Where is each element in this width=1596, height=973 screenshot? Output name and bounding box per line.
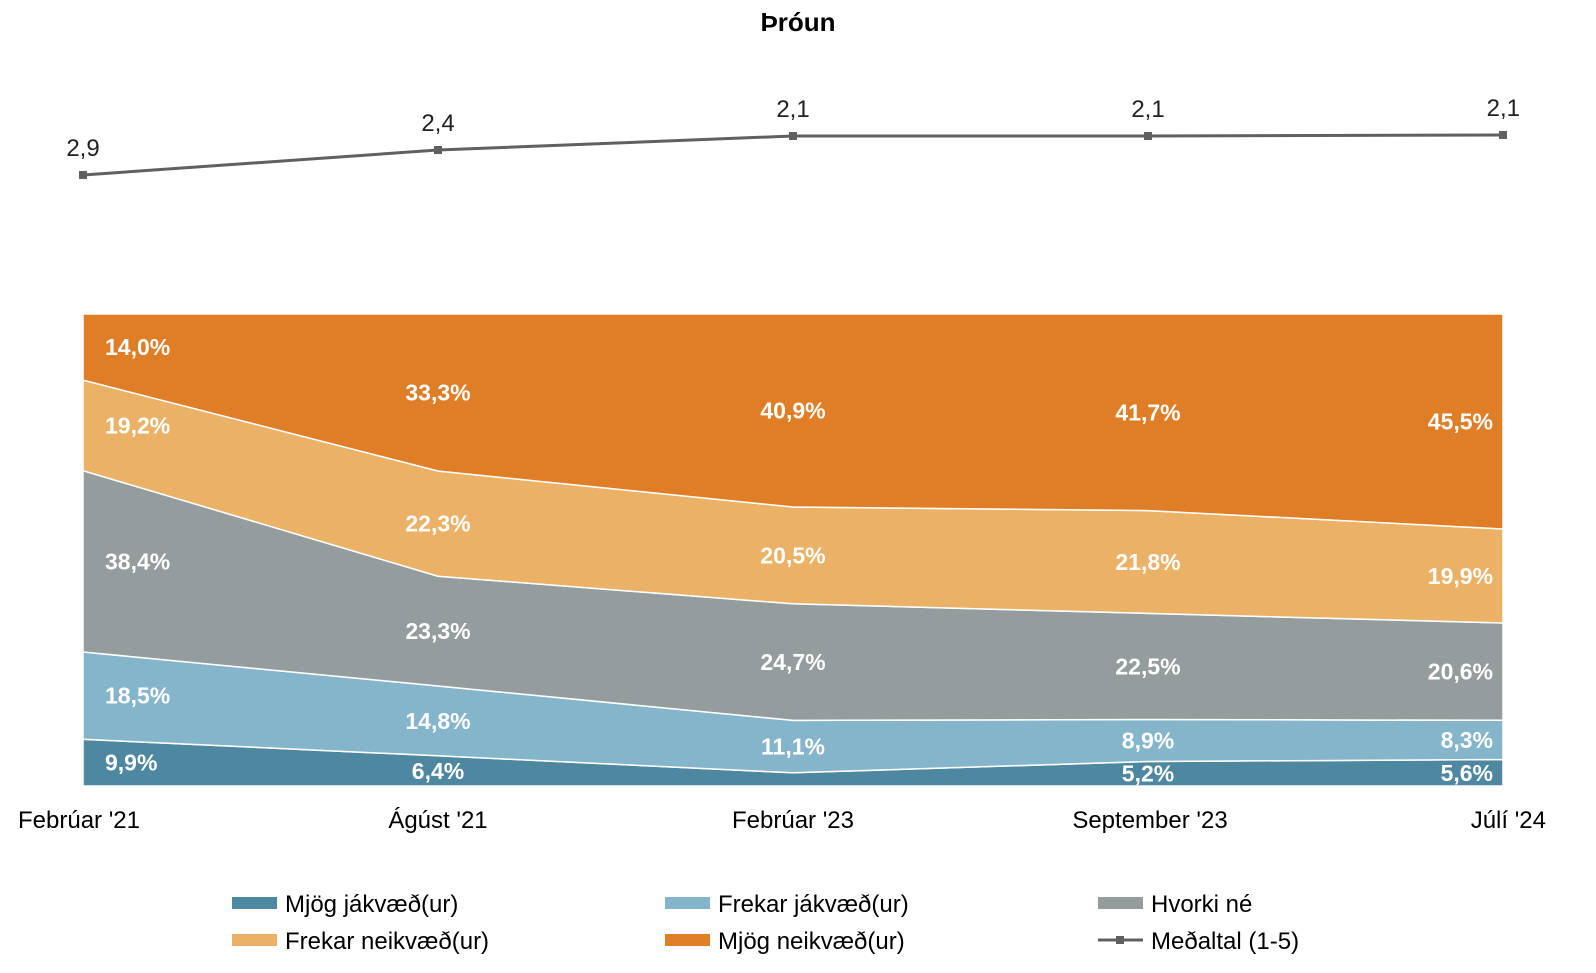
x-axis-ticks: Febrúar '21 Ágúst '21 Febrúar '23 September… — [18, 807, 1546, 834]
legend-label: Mjög neikvæð(ur) — [718, 928, 905, 955]
pct-label-mjog-jakv-ur-1: 6,4% — [412, 758, 464, 784]
average-line — [82, 133, 1504, 177]
stacked-areas — [82, 313, 1504, 787]
average-label-4: 2,1 — [1487, 95, 1520, 122]
average-marker-0 — [79, 171, 87, 179]
pct-label-hvorki-ne-1: 23,3% — [405, 618, 470, 644]
legend-item-hvorki-ne: Hvorki né — [1098, 891, 1252, 918]
pct-label-mjog-neikv-ur-0: 14,0% — [105, 334, 170, 360]
pct-label-mjog-neikv-ur-1: 33,3% — [405, 380, 470, 406]
pct-label-hvorki-ne-3: 22,5% — [1115, 654, 1180, 680]
legend-swatch — [232, 897, 277, 909]
pct-label-frekar-neikv-ur-0: 19,2% — [105, 412, 170, 438]
average-label-3: 2,1 — [1131, 96, 1164, 123]
legend-swatch-marker — [1116, 936, 1124, 944]
legend-label: Mjög jákvæð(ur) — [285, 891, 458, 918]
pct-label-mjog-jakv-ur-4: 5,6% — [1441, 760, 1493, 786]
legend-item-frekar-jakv-ur: Frekar jákvæð(ur) — [665, 891, 909, 918]
area-mjog-neikv-ur — [82, 313, 1504, 530]
x-tick-2: Febrúar '23 — [732, 807, 854, 834]
percentage-labels: 9,9% 6,4% 5,2% 5,6% 18,5% 14,8% 11,1% 8,9% 8,3% 3… — [105, 334, 1493, 787]
legend-item-frekar-neikv-ur: Frekar neikvæð(ur) — [232, 928, 489, 955]
x-tick-3: September '23 — [1072, 807, 1227, 834]
pct-label-frekar-jakv-ur-2: 11,1% — [761, 734, 825, 760]
pct-label-frekar-neikv-ur-2: 20,5% — [760, 542, 825, 568]
average-marker-2 — [789, 132, 797, 140]
pct-label-frekar-neikv-ur-3: 21,8% — [1115, 549, 1180, 575]
legend-swatch — [1098, 897, 1143, 909]
legend-label: Frekar jákvæð(ur) — [718, 891, 909, 918]
x-tick-4: Júlí '24 — [1471, 807, 1546, 834]
pct-label-mjog-jakv-ur-0: 9,9% — [105, 750, 157, 776]
legend: Mjög jákvæð(ur) Frekar jákvæð(ur) Hvorki n… — [232, 891, 1299, 955]
legend-label: Hvorki né — [1151, 891, 1252, 918]
average-label-2: 2,1 — [776, 96, 809, 123]
legend-swatch — [665, 934, 710, 946]
average-marker-1 — [434, 146, 442, 154]
legend-label: Frekar neikvæð(ur) — [285, 928, 489, 955]
average-label-1: 2,4 — [421, 110, 454, 137]
pct-label-frekar-jakv-ur-0: 18,5% — [105, 683, 170, 709]
average-line-group: 2,9 2,4 2,1 2,1 2,1 — [66, 95, 1520, 179]
legend-swatch — [665, 897, 710, 909]
pct-label-hvorki-ne-4: 20,6% — [1428, 659, 1493, 685]
pct-label-frekar-neikv-ur-1: 22,3% — [405, 511, 470, 537]
pct-label-hvorki-ne-0: 38,4% — [105, 548, 170, 574]
x-tick-1: Ágúst '21 — [388, 807, 487, 834]
pct-label-mjog-jakv-ur-3: 5,2% — [1122, 761, 1174, 787]
pct-label-mjog-neikv-ur-2: 40,9% — [760, 398, 825, 424]
legend-item-me-altal-1-5: Meðaltal (1-5) — [1098, 928, 1299, 955]
average-label-0: 2,9 — [66, 135, 99, 162]
average-marker-4 — [1499, 131, 1507, 139]
pct-label-mjog-neikv-ur-3: 41,7% — [1115, 399, 1180, 425]
chart-title: Þróun — [760, 7, 835, 37]
legend-item-mjog-neikv-ur: Mjög neikvæð(ur) — [665, 928, 905, 955]
pct-label-frekar-neikv-ur-4: 19,9% — [1428, 563, 1493, 589]
legend-swatch — [232, 934, 277, 946]
pct-label-mjog-neikv-ur-4: 45,5% — [1428, 409, 1493, 435]
pct-label-frekar-jakv-ur-4: 8,3% — [1441, 727, 1493, 753]
legend-label: Meðaltal (1-5) — [1151, 928, 1299, 955]
pct-label-hvorki-ne-2: 24,7% — [760, 649, 825, 675]
average-marker-3 — [1144, 132, 1152, 140]
legend-item-mjog-jakv-ur: Mjög jákvæð(ur) — [232, 891, 458, 918]
pct-label-frekar-jakv-ur-3: 8,9% — [1122, 728, 1174, 754]
x-tick-0: Febrúar '21 — [18, 807, 140, 834]
pct-label-frekar-jakv-ur-1: 14,8% — [405, 708, 470, 734]
